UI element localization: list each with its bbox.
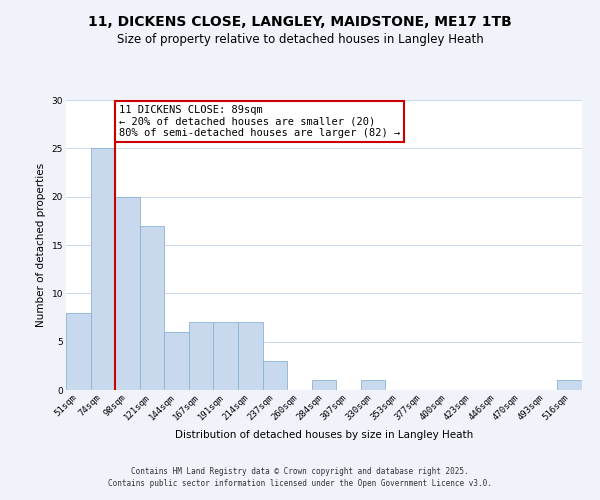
Bar <box>312 380 336 390</box>
Text: Contains HM Land Registry data © Crown copyright and database right 2025.
Contai: Contains HM Land Registry data © Crown c… <box>108 466 492 487</box>
Bar <box>66 312 91 390</box>
Y-axis label: Number of detached properties: Number of detached properties <box>36 163 46 327</box>
Bar <box>214 322 238 390</box>
Bar <box>91 148 115 390</box>
Bar <box>115 196 140 390</box>
Bar <box>140 226 164 390</box>
Bar <box>164 332 189 390</box>
Bar <box>557 380 582 390</box>
Bar <box>238 322 263 390</box>
Bar <box>189 322 214 390</box>
Text: 11 DICKENS CLOSE: 89sqm
← 20% of detached houses are smaller (20)
80% of semi-de: 11 DICKENS CLOSE: 89sqm ← 20% of detache… <box>119 105 400 138</box>
Bar <box>361 380 385 390</box>
Text: Size of property relative to detached houses in Langley Heath: Size of property relative to detached ho… <box>116 32 484 46</box>
Text: 11, DICKENS CLOSE, LANGLEY, MAIDSTONE, ME17 1TB: 11, DICKENS CLOSE, LANGLEY, MAIDSTONE, M… <box>88 15 512 29</box>
X-axis label: Distribution of detached houses by size in Langley Heath: Distribution of detached houses by size … <box>175 430 473 440</box>
Bar <box>263 361 287 390</box>
